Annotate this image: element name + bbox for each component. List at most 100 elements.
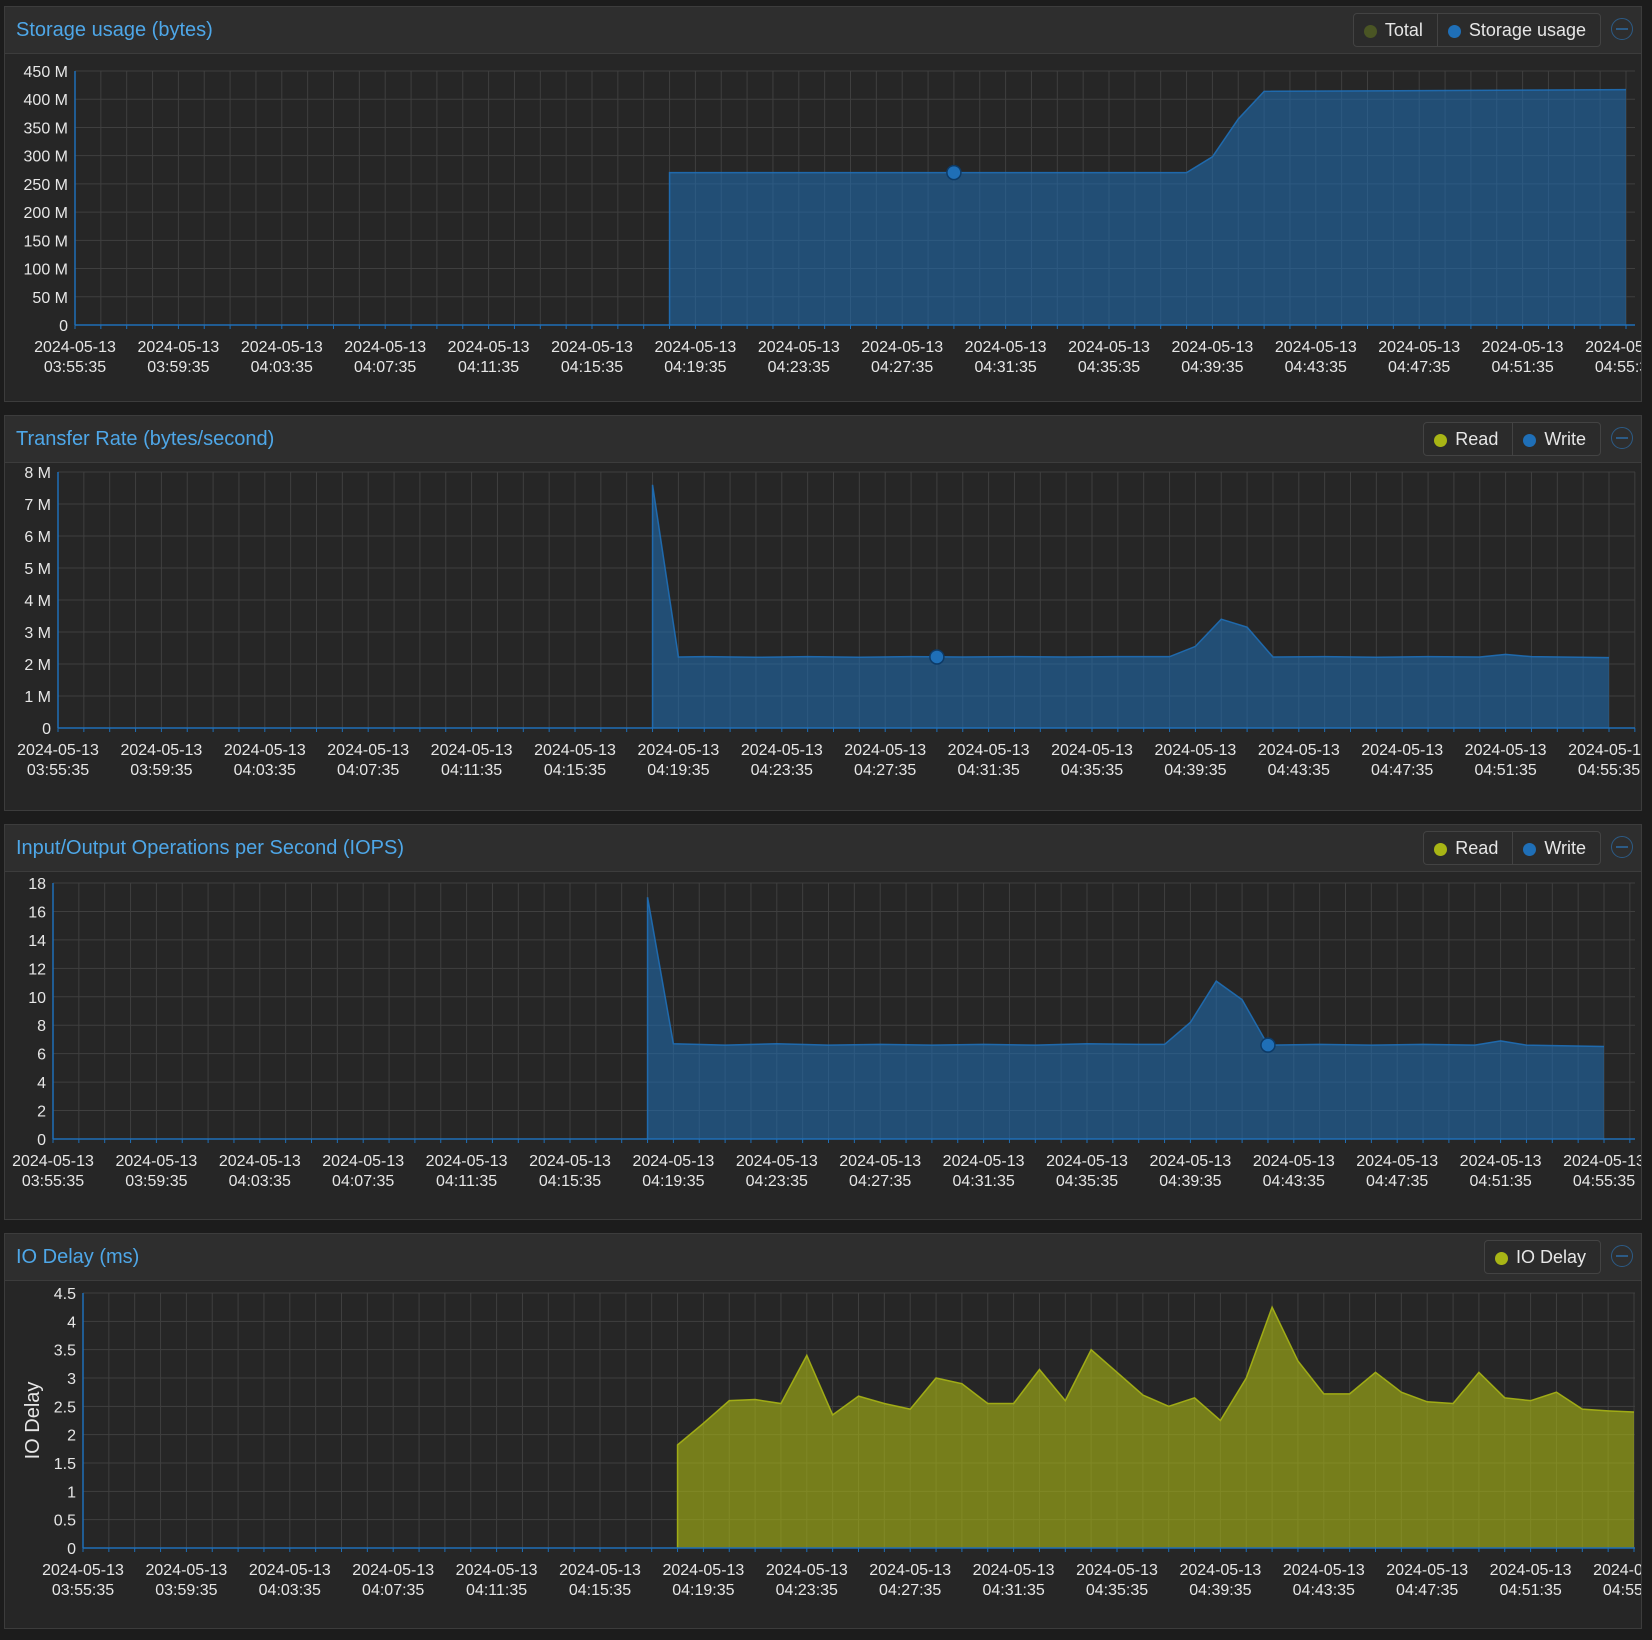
x-tick-label-time: 04:15:35: [569, 1582, 631, 1599]
y-tick-label: 1 M: [24, 689, 51, 706]
transfer-rate-chart[interactable]: 0 1 M 2 M 3 M 4 M 5 M 6 M 7 M 8 M 2024-05-13 03:55…: [5, 462, 1641, 810]
x-tick-label-time: 04:19:35: [672, 1582, 734, 1599]
x-tick-label-date: 2024-05-13: [1356, 1153, 1438, 1170]
y-tick-label: 8 M: [24, 465, 51, 482]
x-tick-label-date: 2024-05-13: [529, 1153, 611, 1170]
hover-marker: [946, 164, 962, 181]
x-tick-label-time: 04:47:35: [1366, 1173, 1428, 1190]
x-tick-label-date: 2024-05-13: [559, 1562, 641, 1579]
y-tick-label: 50 M: [32, 290, 68, 307]
x-tick-label-date: 2024-05-13: [1585, 339, 1641, 356]
legend-item-total[interactable]: Total: [1354, 14, 1437, 46]
x-tick-label-time: 04:31:35: [957, 762, 1019, 779]
x-tick-label-date: 2024-05-13: [219, 1153, 301, 1170]
x-tick-label-time: 04:51:35: [1469, 1173, 1531, 1190]
x-tick-label-date: 2024-05-13: [426, 1153, 508, 1170]
x-tick-label-date: 2024-05-13: [1378, 339, 1460, 356]
legend-item-write[interactable]: Write: [1512, 423, 1600, 455]
y-tick-label: 0: [37, 1132, 46, 1149]
x-tick-label-date: 2024-05-13: [1068, 339, 1150, 356]
legend-item-storage-usage[interactable]: Storage usage: [1436, 14, 1600, 46]
x-tick-label-time: 04:07:35: [337, 762, 399, 779]
series-line: [651, 484, 1610, 728]
y-tick-label: 1: [67, 1484, 76, 1501]
hover-marker: [1260, 1037, 1276, 1053]
legend-dot-icon: [1434, 843, 1448, 856]
x-tick-label-date: 2024-05-13: [120, 742, 202, 759]
x-tick-label-date: 2024-05-13: [662, 1562, 744, 1579]
panel-header: Storage usage (bytes) Total Storage usag…: [5, 7, 1641, 54]
x-tick-label-time: 04:03:35: [259, 1582, 321, 1599]
x-tick-label-time: 03:59:35: [147, 359, 209, 376]
legend-label: IO Delay: [1515, 1246, 1586, 1267]
y-tick-label: 0: [67, 1541, 76, 1558]
legend-label: Total: [1384, 19, 1423, 40]
x-tick-label-date: 2024-05-13: [1149, 1153, 1231, 1170]
series-line: [668, 88, 1627, 325]
x-tick-label-date: 2024-05-13: [1275, 339, 1357, 356]
x-tick-label-date: 2024-05-13: [249, 1562, 331, 1579]
legend-dot-icon: [1434, 434, 1448, 447]
x-tick-label-date: 2024-05-13: [241, 339, 323, 356]
x-tick-label-time: 04:43:35: [1293, 1582, 1355, 1599]
y-tick-label: 2: [67, 1428, 76, 1445]
collapse-panel-icon[interactable]: [1611, 1245, 1633, 1267]
io-delay-chart[interactable]: 0 0.5 1 1.5 2 2.5 3 3.5 4 4.5 2024-05-13 03:55:35 20…: [5, 1280, 1641, 1628]
legend-item-read[interactable]: Read: [1424, 832, 1512, 864]
storage-usage-chart[interactable]: 0 50 M 100 M 150 M 200 M 250 M 300 M 350 M 400 M…: [5, 53, 1641, 401]
collapse-panel-icon[interactable]: [1611, 836, 1633, 858]
x-tick-label-time: 04:07:35: [332, 1173, 394, 1190]
x-tick-label-time: 04:47:35: [1396, 1582, 1458, 1599]
x-tick-label-date: 2024-05-13: [861, 339, 943, 356]
x-tick-label-time: 04:35:35: [1078, 359, 1140, 376]
x-tick-label-time: 04:19:35: [647, 762, 709, 779]
y-tick-label: 4: [67, 1314, 76, 1331]
x-tick-label-time: 04:31:35: [974, 359, 1036, 376]
x-tick-label-time: 04:11:35: [436, 1173, 497, 1190]
iops-panel: Input/Output Operations per Second (IOPS…: [4, 824, 1642, 1220]
x-tick-label-time: 04:39:35: [1189, 1582, 1251, 1599]
chart-legend: IO Delay: [1483, 1240, 1601, 1274]
x-tick-label-date: 2024-05-13: [224, 742, 306, 759]
iops-chart[interactable]: 0 2 4 6 8 10 12 14 16 18 2024-05-13 03:55:35 2024-05…: [5, 871, 1641, 1219]
x-tick-label-date: 2024-05-13: [943, 1153, 1025, 1170]
y-tick-label: 0: [42, 721, 51, 738]
x-tick-label-date: 2024-05-13: [948, 742, 1030, 759]
x-tick-label-time: 04:43:35: [1285, 359, 1347, 376]
x-tick-label-time: 04:39:35: [1181, 359, 1243, 376]
x-tick-label-date: 2024-05-13: [1179, 1562, 1261, 1579]
x-tick-label-date: 2024-05-13: [1283, 1562, 1365, 1579]
x-tick-label-date: 2024-05-13: [973, 1562, 1055, 1579]
collapse-panel-icon[interactable]: [1611, 18, 1633, 40]
series-line: [646, 897, 1605, 1139]
x-tick-label-date: 2024-05-13: [736, 1153, 818, 1170]
x-tick-label-time: 04:55:35: [1573, 1173, 1635, 1190]
x-tick-label-date: 2024-05-13: [322, 1153, 404, 1170]
legend-item-read[interactable]: Read: [1424, 423, 1512, 455]
x-tick-label-time: 03:55:35: [44, 359, 106, 376]
collapse-panel-icon[interactable]: [1611, 427, 1633, 449]
x-tick-label-date: 2024-05-13: [965, 339, 1047, 356]
x-tick-label-time: 04:55:35: [1578, 762, 1640, 779]
x-tick-label-time: 04:47:35: [1371, 762, 1433, 779]
x-tick-label-time: 03:59:35: [125, 1173, 187, 1190]
x-tick-label-date: 2024-05-13: [42, 1562, 124, 1579]
storage-usage-panel: Storage usage (bytes) Total Storage usag…: [4, 6, 1642, 402]
chart-legend: Read Write: [1423, 831, 1601, 865]
panel-title: IO Delay (ms): [16, 1246, 140, 1268]
x-tick-label-time: 04:03:35: [251, 359, 313, 376]
x-tick-label-date: 2024-05-13: [1593, 1562, 1641, 1579]
legend-item-write[interactable]: Write: [1512, 832, 1600, 864]
x-tick-label-date: 2024-05-13: [115, 1153, 197, 1170]
x-tick-label-time: 04:27:35: [854, 762, 916, 779]
x-tick-label-date: 2024-05-13: [1258, 742, 1340, 759]
legend-dot-icon: [1523, 434, 1537, 447]
legend-item-io-delay[interactable]: IO Delay: [1485, 1241, 1600, 1273]
legend-label: Write: [1544, 837, 1586, 858]
panel-header: IO Delay (ms) IO Delay: [5, 1234, 1641, 1281]
y-tick-label: 150 M: [24, 233, 68, 250]
x-tick-label-date: 2024-05-13: [654, 339, 736, 356]
panel-title: Transfer Rate (bytes/second): [16, 428, 275, 450]
x-tick-label-time: 04:03:35: [234, 762, 296, 779]
x-tick-label-time: 04:23:35: [776, 1582, 838, 1599]
